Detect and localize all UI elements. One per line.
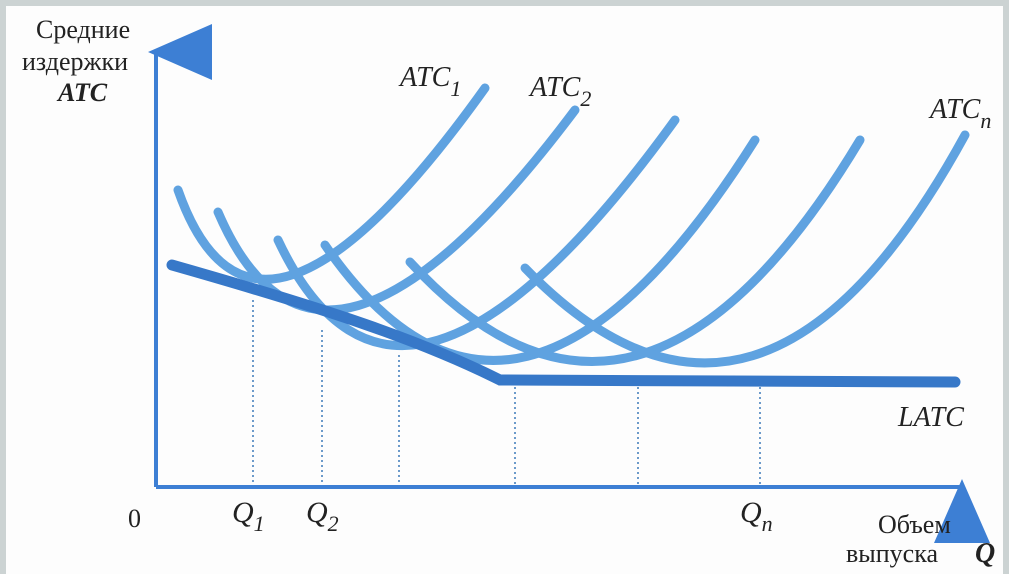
tick-qn: Qn (740, 496, 773, 536)
atc-curve-n (520, 130, 970, 368)
tick-qn-sub: n (762, 511, 773, 536)
tick-q2: Q2 (306, 496, 339, 536)
label-latc: LATC (897, 402, 964, 433)
atc-curve-5 (405, 135, 865, 366)
y-axis-label-line2: издержки (22, 47, 128, 76)
tick-q2-base: Q (306, 496, 328, 529)
tick-q2-sub: 2 (328, 511, 339, 536)
atc-curves (173, 83, 970, 368)
label-atc2: ATC2 (528, 72, 591, 111)
tick-q1-base: Q (232, 496, 254, 529)
origin-label: 0 (128, 504, 141, 533)
y-axis-label-symbol: ATC (56, 78, 108, 107)
label-atc2-sub: 2 (580, 86, 591, 111)
x-axis-label-line1: Объем (878, 510, 951, 539)
atc-curve-2 (213, 105, 580, 315)
tick-qn-base: Q (740, 496, 762, 529)
atc-curve-4 (320, 135, 760, 365)
tick-q1: Q1 (232, 496, 265, 536)
latc-curve (166, 259, 961, 388)
label-atc1-sub: 1 (450, 76, 461, 101)
tick-q1-sub: 1 (254, 511, 265, 536)
y-axis-label-line1: Средние (36, 15, 130, 44)
label-atc2-base: ATC (528, 72, 581, 103)
label-atcn: ATCn (928, 94, 991, 133)
x-axis-label-line2: выпуска (846, 539, 938, 568)
diagram-panel (6, 6, 1003, 574)
dotted-guides (252, 300, 761, 487)
atc-curve-3 (273, 115, 680, 350)
label-atc1-base: ATC (398, 62, 451, 93)
label-atc1: ATC1 (398, 62, 461, 101)
label-atcn-base: ATC (928, 94, 981, 125)
x-axis-label-symbol: Q (975, 538, 995, 569)
label-atcn-sub: n (980, 108, 991, 133)
